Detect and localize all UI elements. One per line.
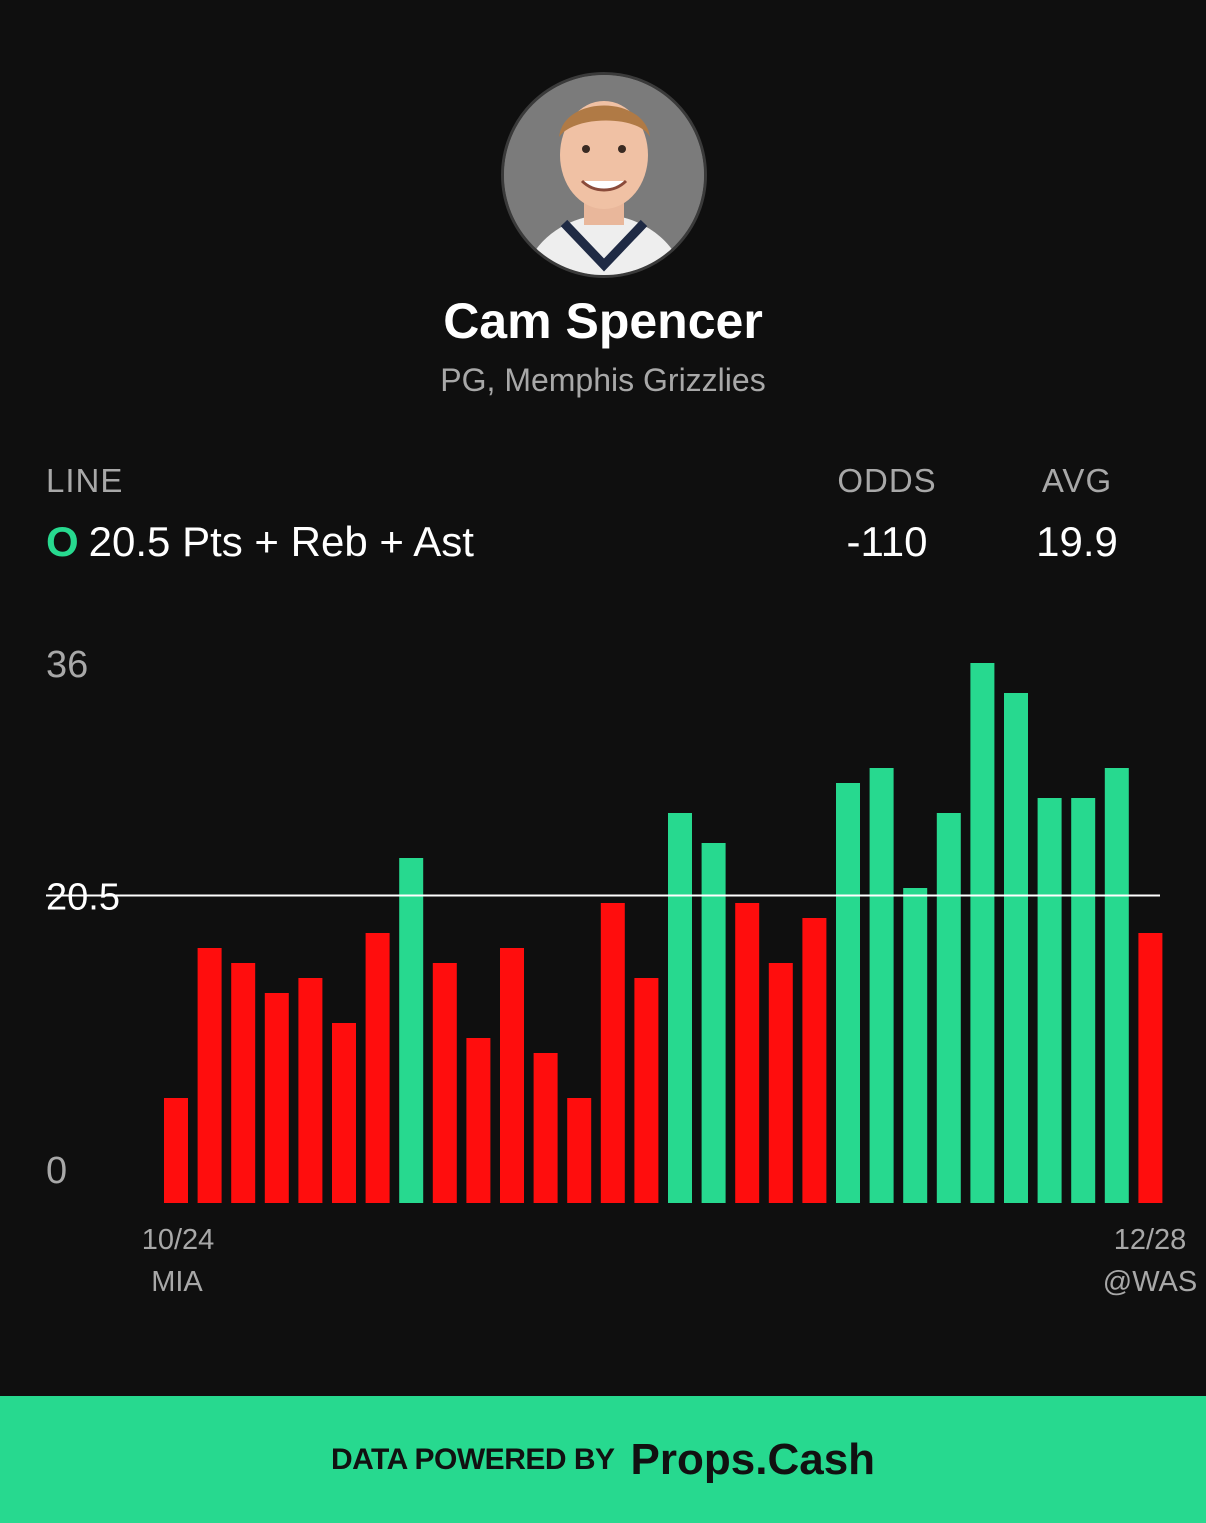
x-axis-label: 10/24 [142,1224,215,1256]
player-avatar [501,72,707,278]
line-header: LINE [46,462,124,499]
bar [836,783,860,1203]
bar [332,1023,356,1203]
bar [936,813,961,1203]
x-axis-label: MIA [151,1266,203,1298]
bar [432,963,457,1203]
avg-value: 19.9 [1036,518,1118,565]
bar [1104,768,1129,1203]
bar [500,948,524,1203]
bar [197,948,222,1203]
player-position-team: PG, Memphis Grizzlies [440,362,766,398]
bar [264,993,289,1203]
y-tick-label: 0 [46,1150,67,1192]
bar [466,1038,491,1203]
bar [1004,693,1028,1203]
bar [668,813,692,1203]
bar [399,858,424,1203]
x-axis-label: 12/28 [1114,1224,1187,1256]
bar [1037,798,1062,1203]
line-value-row: O 20.5 Pts + Reb + Ast [46,518,474,566]
bar [600,903,625,1203]
odds-value: -110 [846,518,928,565]
bar-chart: 36 20.5 0 10/24 MIA 12/28 @WAS [46,644,1197,1298]
player-name: Cam Spencer [443,293,763,349]
bar [231,963,256,1203]
bar [365,933,390,1203]
bar [802,918,827,1203]
bar [1138,933,1163,1203]
footer-brand[interactable]: Props.Cash [630,1434,876,1484]
bar [701,843,726,1203]
y-tick-label: 36 [46,644,88,686]
x-axis-label: @WAS [1103,1266,1197,1298]
bar [970,663,995,1203]
odds-header: ODDS [837,462,937,499]
bar [735,903,760,1203]
y-tick-label: 20.5 [46,877,120,919]
bar [533,1053,558,1203]
bar [298,978,323,1203]
bar [869,768,894,1203]
footer-prefix: DATA POWERED BY [330,1442,615,1476]
bar [164,1098,188,1203]
over-badge: O [46,518,79,565]
bar [768,963,793,1203]
avg-header: AVG [1041,462,1113,499]
bar [1071,798,1096,1203]
bar [567,1098,592,1203]
bar [903,888,928,1203]
line-value: 20.5 Pts + Reb + Ast [88,518,474,565]
bar [634,978,659,1203]
footer-banner: DATA POWERED BY Props.Cash [0,1396,1206,1523]
